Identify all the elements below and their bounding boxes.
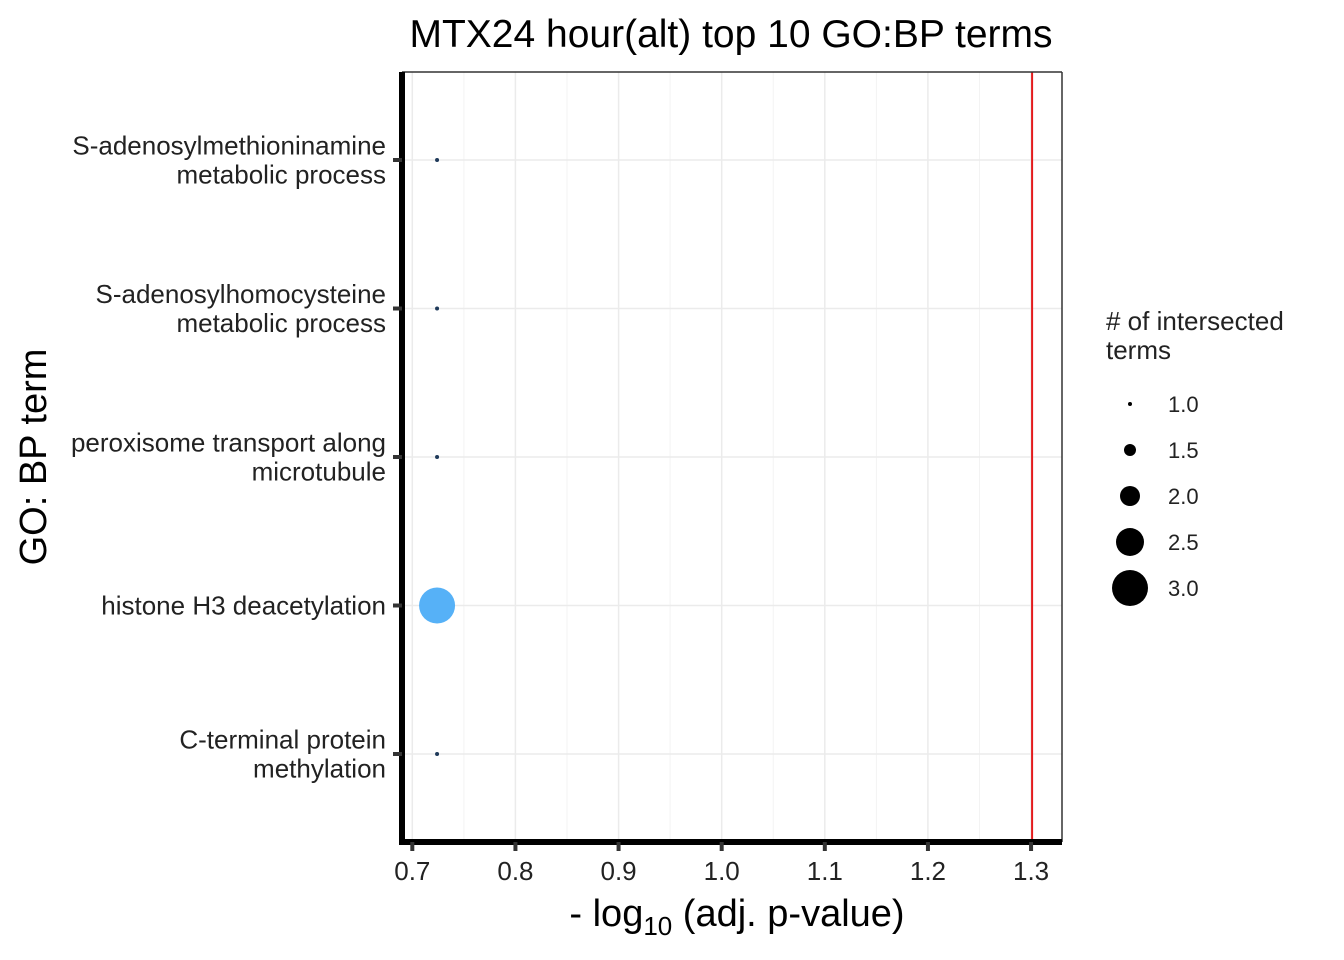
legend-key-circle	[1112, 570, 1148, 606]
y-tick-label-line: histone H3 deacetylation	[101, 591, 386, 621]
axes	[393, 71, 1063, 851]
legend-key-circle	[1116, 528, 1144, 556]
chart-title: MTX24 hour(alt) top 10 GO:BP terms	[409, 13, 1052, 56]
x-tick-label: 0.8	[497, 856, 533, 886]
y-tick-labels: S-adenosylmethioninamine metabolic proces…	[71, 131, 386, 784]
legend-label: 1.0	[1168, 392, 1199, 417]
x-tick-labels: 0.7 0.8 0.9 1.0 1.1 1.2 1.3	[394, 856, 1049, 886]
legend-label: 3.0	[1168, 576, 1199, 601]
grid	[402, 72, 1062, 842]
y-tick-label: S-adenosylhomocysteine metabolic process	[96, 279, 387, 338]
y-tick-label-line: S-adenosylmethioninamine	[72, 131, 386, 161]
legend-label: 2.0	[1168, 484, 1199, 509]
data-point	[435, 306, 440, 311]
y-tick-label-line: metabolic process	[176, 160, 386, 190]
x-axis-title-prefix: - log	[569, 893, 643, 935]
y-tick-label-line: metabolic process	[176, 308, 386, 338]
data-point	[435, 455, 440, 459]
x-tick-label: 1.3	[1013, 856, 1049, 886]
legend-key-circle	[1124, 444, 1136, 456]
y-tick-label: C-terminal protein methylation	[179, 725, 386, 784]
data-point	[435, 158, 440, 162]
legend-label: 1.5	[1168, 438, 1199, 463]
data-point	[435, 752, 440, 756]
y-tick-label-line: microtubule	[252, 457, 386, 487]
x-axis-title-suffix: (adj. p-value)	[672, 893, 904, 935]
x-axis-title-subscript: 10	[643, 911, 672, 941]
y-tick-label-line: S-adenosylhomocysteine	[96, 279, 387, 309]
legend-key-circle	[1128, 402, 1132, 406]
y-tick-label-line: peroxisome transport along	[71, 428, 386, 458]
legend-key-circle	[1120, 486, 1140, 506]
y-tick-label: histone H3 deacetylation	[101, 591, 386, 621]
x-tick-label: 1.2	[910, 856, 946, 886]
x-tick-label: 0.7	[394, 856, 430, 886]
y-axis-title: GO: BP term	[13, 349, 55, 566]
size-legend: # of intersected terms 1.0 1.5 2.0 2.5 3.0	[1106, 306, 1284, 606]
x-tick-label: 0.9	[600, 856, 636, 886]
legend-title: terms	[1106, 335, 1171, 365]
legend-title: # of intersected	[1106, 306, 1284, 336]
y-tick-label-line: C-terminal protein	[179, 725, 386, 755]
x-tick-label: 1.0	[704, 856, 740, 886]
y-tick-label-line: methylation	[253, 754, 386, 784]
y-tick-label: S-adenosylmethioninamine metabolic proces…	[72, 131, 386, 190]
legend-label: 2.5	[1168, 530, 1199, 555]
x-axis-title: - log10 (adj. p-value)	[569, 893, 904, 941]
data-points	[419, 158, 456, 756]
y-tick-label: peroxisome transport along microtubule	[71, 428, 386, 487]
x-tick-label: 1.1	[807, 856, 843, 886]
data-point	[419, 587, 456, 624]
